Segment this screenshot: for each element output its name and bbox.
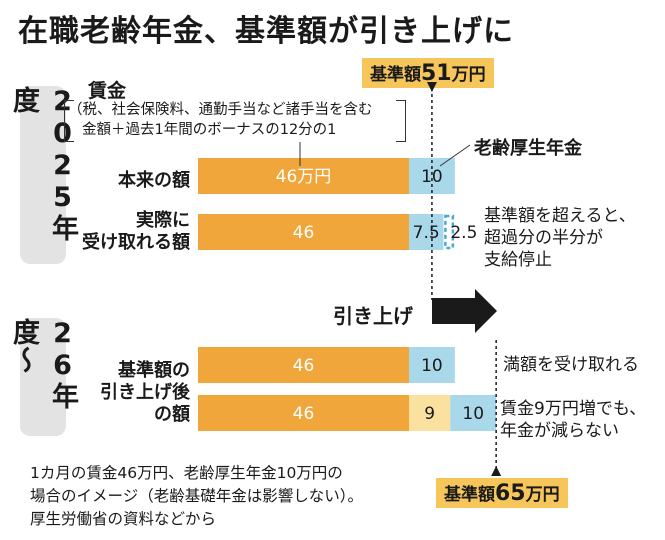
over-note-line3: 支給停止 [484, 250, 552, 270]
bar-segment-1-3 [409, 395, 451, 431]
footer-line1: 1カ月の賃金46万円、老齢厚生年金10万円の [30, 464, 343, 482]
full-note: 満額を受け取れる [503, 355, 639, 375]
page-title: 在職老齢年金、基準額が引き上げに [18, 14, 514, 49]
ref-line-current-marker [426, 82, 437, 92]
bar-stopped-1 [444, 214, 455, 250]
row-label-actual-line1: 実際に [136, 210, 190, 231]
base-amount-current-label: 基準額51万円 [362, 58, 494, 88]
bar-segment-0-1 [198, 214, 409, 250]
wage-note-bracket-right [396, 100, 406, 142]
base-amount-current-value: 51 [421, 61, 452, 86]
bar-segment-2-2 [409, 347, 455, 383]
bar-label-2-2: 10 [421, 356, 443, 376]
base-amount-new-suffix: 万円 [525, 485, 560, 505]
bar-segment-2-3 [450, 395, 497, 431]
bar-segment-0-3 [198, 395, 409, 431]
bar-segment-2-0 [409, 158, 455, 194]
pension-leader-line [439, 144, 471, 167]
bar-label-0-2: 46 [293, 356, 315, 376]
row-label-after-line2: 引き上げ後 [100, 382, 190, 403]
pension-label: 老齢厚生年金 [474, 138, 582, 159]
base-amount-current-suffix: 万円 [451, 65, 486, 85]
bar-segment-0-2 [198, 347, 409, 383]
over-note-line2: 超過分の半分が [484, 228, 603, 248]
wage-note-line2: 金額＋過去1年間のボーナスの12分の1 [82, 122, 337, 138]
ref-line-new-marker [491, 466, 502, 476]
wage-note-bracket-left [64, 100, 74, 142]
footer-line3: 厚生労働省の資料などから [30, 510, 217, 528]
bar-label-2-3: 10 [462, 404, 484, 424]
row-label-after-line1: 基準額の [118, 360, 190, 381]
increase-note-line1: 賃金9万円増でも、 [500, 399, 647, 419]
row-label-original: 本来の額 [118, 170, 190, 191]
bar-segment-0-0 [198, 158, 409, 194]
bar-label-2-1: 7.5 [413, 223, 440, 243]
raise-arrow-label: 引き上げ [333, 304, 413, 328]
footer-note: 1カ月の賃金46万円、老齢厚生年金10万円の 場合のイメージ（老齢基礎年金は影響… [30, 462, 363, 531]
bar-label-0-0: 46万円 [276, 167, 332, 187]
base-amount-new-label: 基準額65万円 [436, 478, 568, 508]
bar-segment-2-1 [409, 214, 444, 250]
footer-line2: 場合のイメージ（老齢基礎年金は影響しない）。 [30, 487, 363, 505]
bar-label-0-3: 46 [293, 404, 315, 424]
bar-label-2-0: 10 [421, 167, 443, 187]
row-label-after-line3: の額 [154, 404, 190, 425]
over-note-line1: 基準額を超えると、 [484, 206, 636, 226]
base-amount-new-value: 65 [495, 481, 526, 506]
bar-label-0-1: 46 [293, 223, 315, 243]
bar-label-1-3: 9 [424, 404, 435, 424]
wage-title: 賃金 [88, 80, 127, 102]
base-amount-new-prefix: 基準額 [444, 485, 495, 505]
base-amount-current-prefix: 基準額 [370, 65, 421, 85]
raise-arrow-icon [432, 289, 497, 333]
row-label-actual-line2: 受け取れる額 [82, 232, 190, 253]
increase-note-line2: 年金が減らない [500, 421, 619, 441]
bar-label-3-1: 2.5 [450, 223, 477, 243]
wage-note-line1: （税、社会保険料、通勤手当など諸手当を含む [68, 102, 373, 118]
